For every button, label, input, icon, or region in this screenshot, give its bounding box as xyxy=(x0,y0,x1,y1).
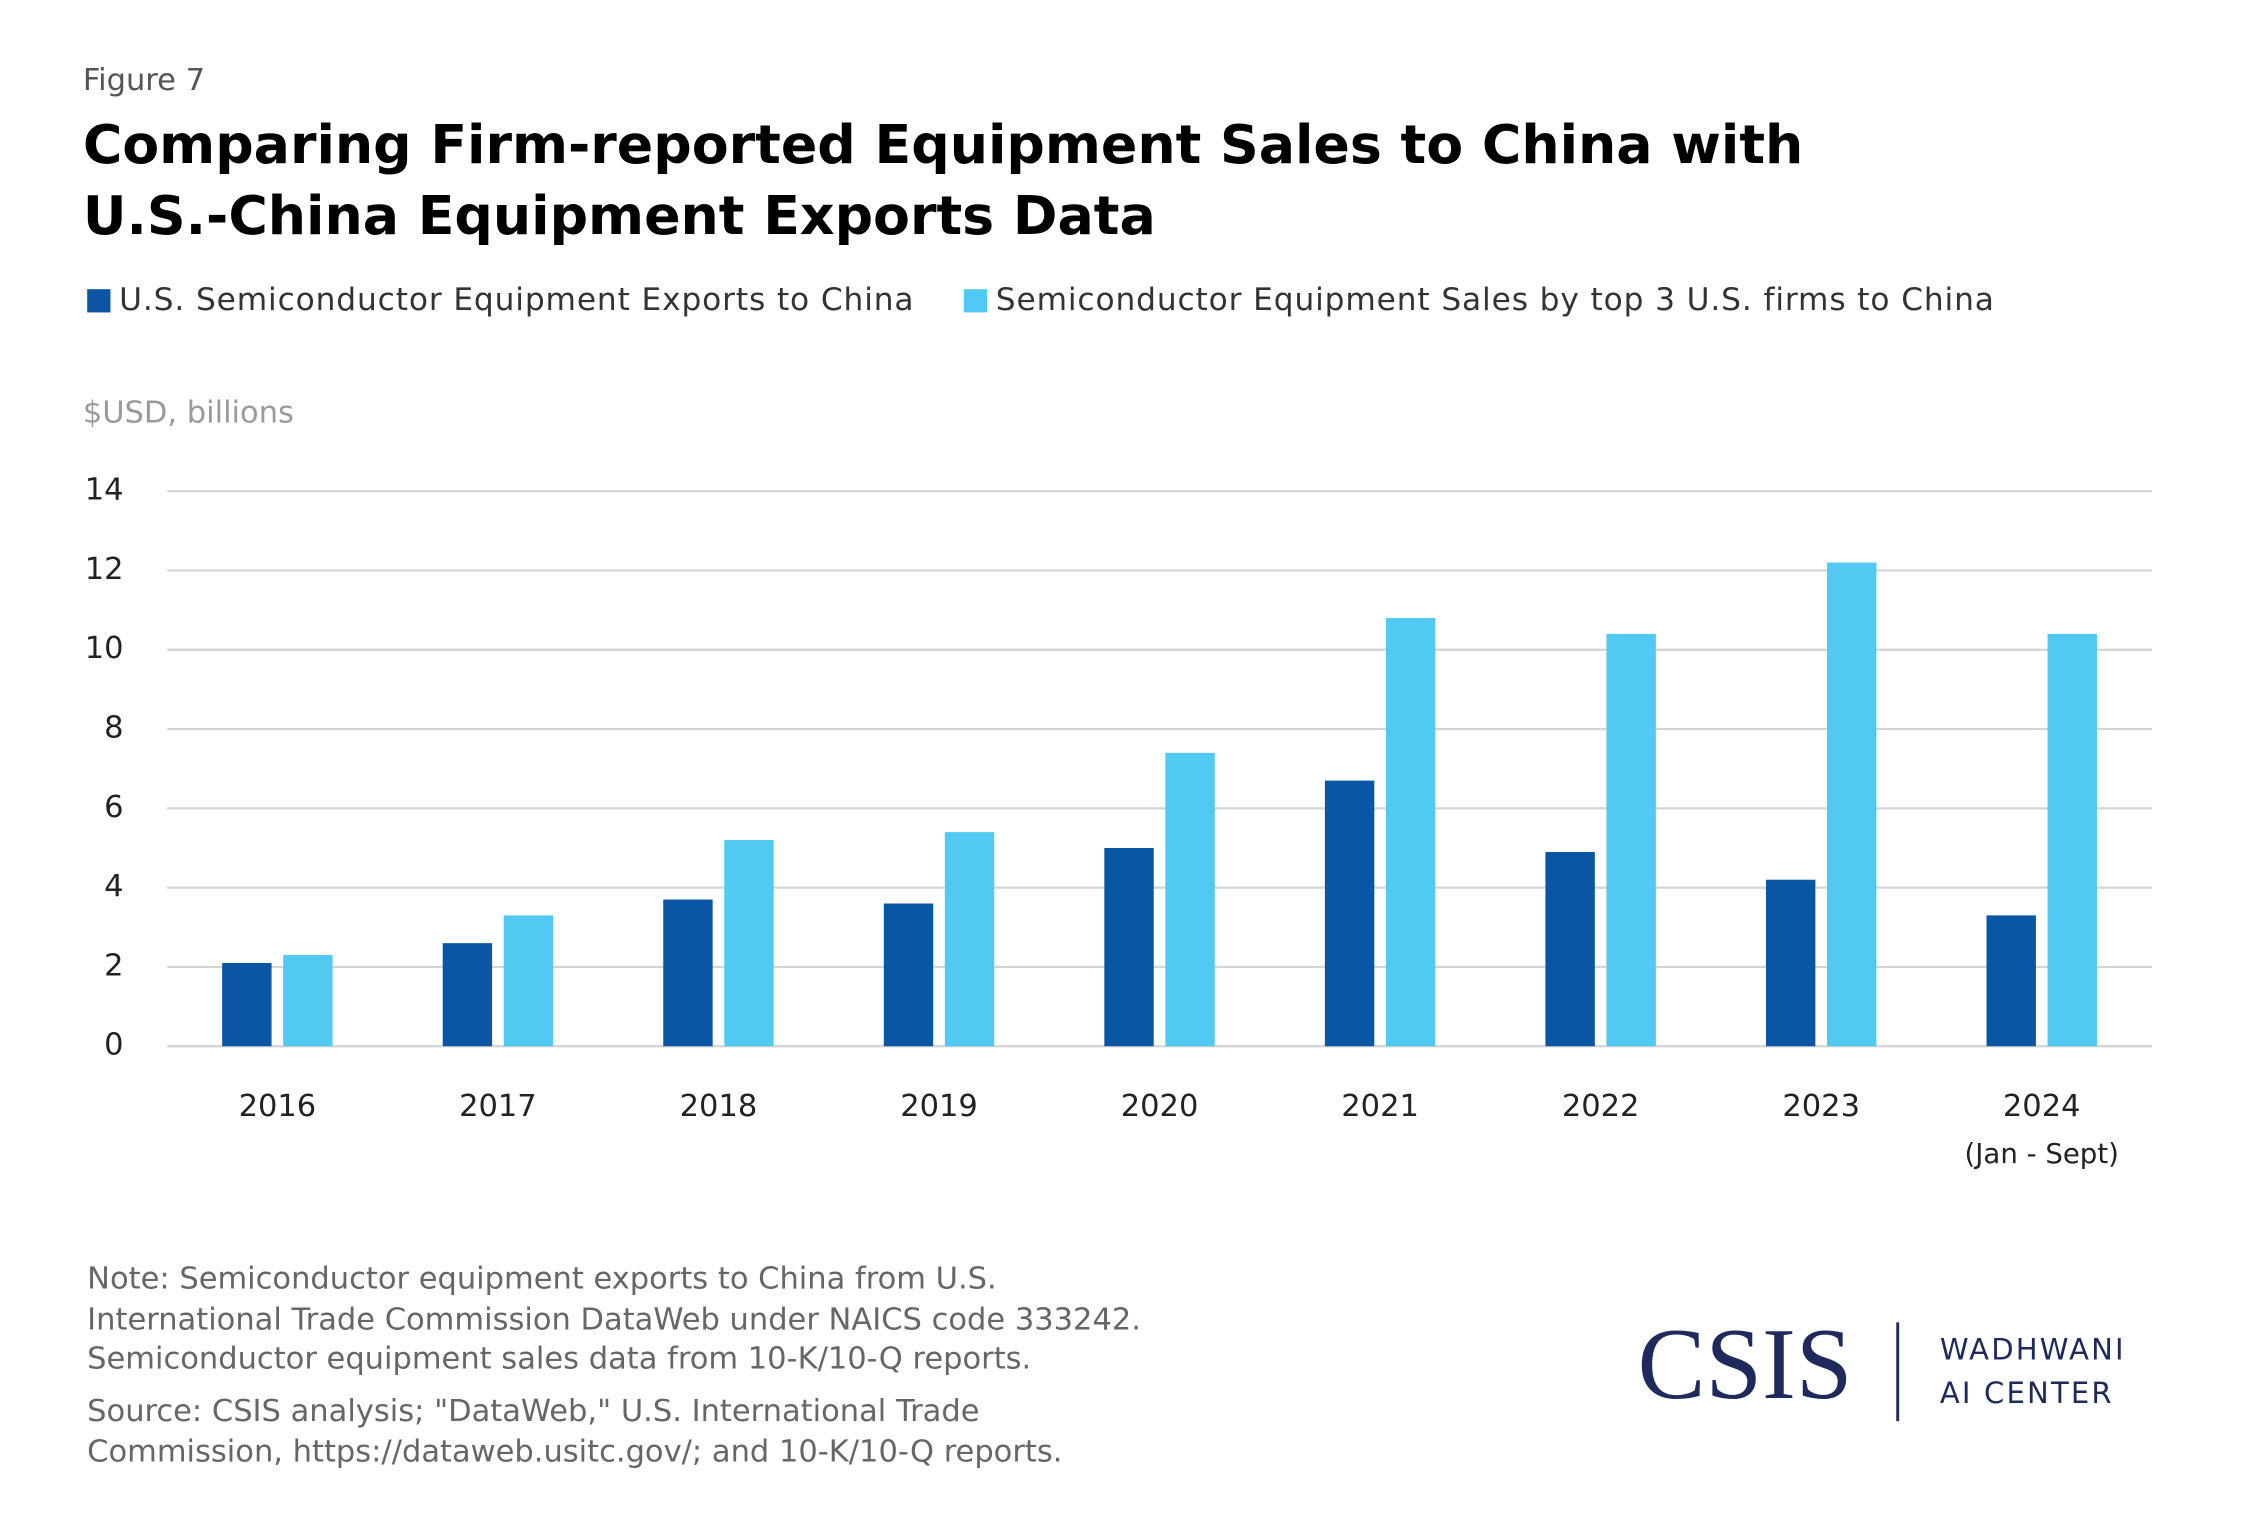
x-tick-sublabel: (Jan - Sept) xyxy=(1965,1137,2119,1170)
legend-swatch xyxy=(87,289,111,313)
y-tick-label: 10 xyxy=(85,631,124,666)
source: Commission, https://dataweb.usitc.gov/; … xyxy=(87,1435,1062,1470)
y-tick-label: 14 xyxy=(85,473,124,508)
note: International Trade Commission DataWeb u… xyxy=(87,1302,1141,1337)
x-tick-label: 2021 xyxy=(1341,1089,1419,1124)
bar xyxy=(1765,879,1816,1047)
bar xyxy=(503,915,554,1047)
legend-swatch xyxy=(963,289,988,313)
chart-title: Comparing Firm-reported Equipment Sales … xyxy=(83,113,1804,176)
y-tick-label: 8 xyxy=(104,711,123,746)
x-tick-label: 2023 xyxy=(1782,1089,1860,1124)
logo: CSIS xyxy=(1638,1308,1853,1421)
bar xyxy=(2047,633,2097,1047)
x-tick-label: 2019 xyxy=(900,1089,978,1124)
bar xyxy=(1165,752,1215,1047)
x-tick-label: 2018 xyxy=(680,1089,758,1124)
bar xyxy=(883,903,934,1047)
figure-label: Figure 7 xyxy=(83,63,205,98)
logo-text: AI CENTER xyxy=(1940,1376,2114,1410)
note: Note: Semiconductor equipment exports to… xyxy=(87,1262,997,1297)
x-tick-label: 2024 xyxy=(2003,1089,2081,1124)
x-tick-label: 2020 xyxy=(1121,1089,1199,1124)
bar xyxy=(1545,851,1595,1047)
bar xyxy=(1324,780,1375,1047)
x-tick-label: 2016 xyxy=(239,1089,317,1124)
bar xyxy=(1986,915,2036,1047)
source: Source: CSIS analysis; "DataWeb," U.S. I… xyxy=(87,1394,979,1429)
bar xyxy=(283,955,333,1047)
bar xyxy=(222,962,272,1047)
x-tick-label: 2022 xyxy=(1562,1089,1640,1124)
logo-text: WADHWANI xyxy=(1940,1332,2126,1366)
bar xyxy=(1385,618,1436,1047)
bar xyxy=(442,943,493,1047)
y-tick-label: 6 xyxy=(104,790,123,825)
bar xyxy=(1606,633,1656,1047)
legend-label: U.S. Semiconductor Equipment Exports to … xyxy=(119,282,914,318)
x-tick-label: 2017 xyxy=(459,1089,537,1124)
legend-label: Semiconductor Equipment Sales by top 3 U… xyxy=(996,282,1995,318)
y-tick-label: 2 xyxy=(104,948,123,983)
bar xyxy=(663,899,713,1047)
y-tick-label: 12 xyxy=(85,552,124,587)
y-tick-label: 4 xyxy=(104,869,123,904)
bar xyxy=(944,832,995,1047)
bar xyxy=(1104,847,1154,1047)
y-axis-label: $USD, billions xyxy=(83,396,294,431)
chart-title: U.S.-China Equipment Exports Data xyxy=(83,184,1156,247)
bar xyxy=(1826,562,1877,1047)
y-tick-label: 0 xyxy=(104,1028,123,1063)
note: Semiconductor equipment sales data from … xyxy=(87,1342,1031,1377)
bar xyxy=(724,840,774,1047)
